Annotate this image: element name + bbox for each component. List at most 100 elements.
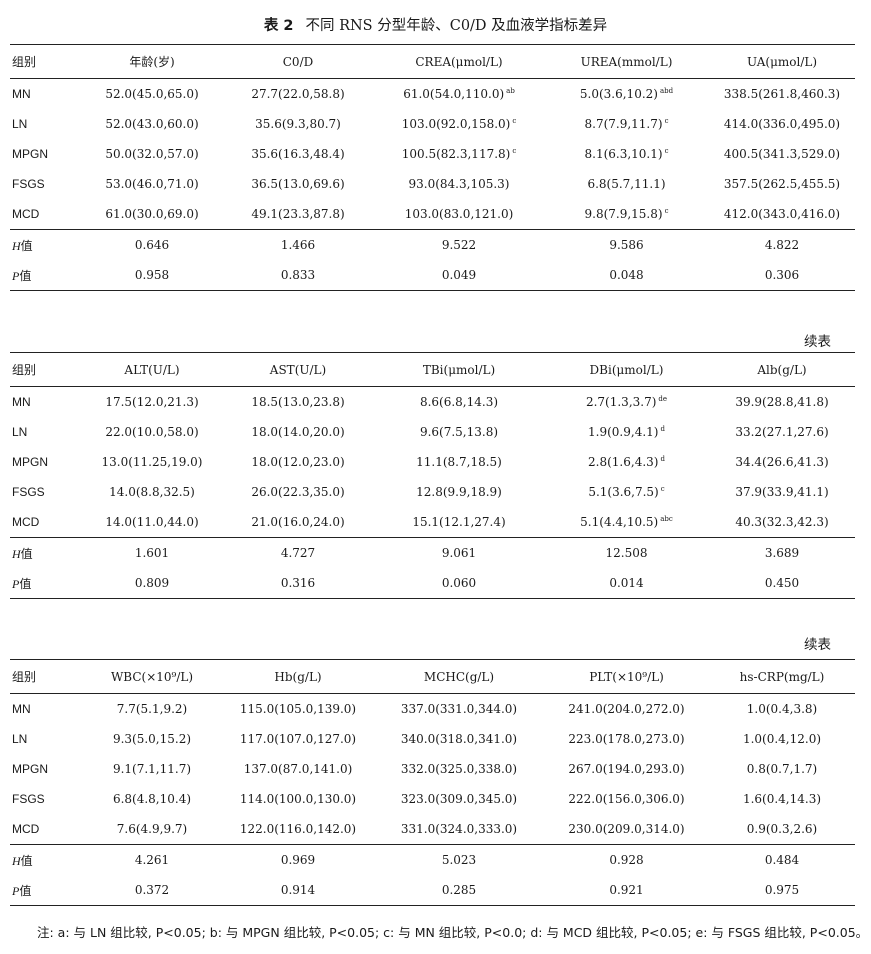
value-cell: 12.8(9.9,18.9) xyxy=(374,477,544,507)
table-number: 表 2 xyxy=(263,18,294,34)
value-cell: 52.0(43.0,60.0) xyxy=(82,109,222,139)
value-cell: 9.6(7.5,13.8) xyxy=(374,417,544,447)
value-cell: 18.5(13.0,23.8) xyxy=(222,387,374,418)
value-cell: 241.0(204.0,272.0) xyxy=(544,694,709,725)
value-cell: 2.8(1.6,4.3) d xyxy=(544,447,709,477)
value-cell: 103.0(92.0,158.0) c xyxy=(374,109,544,139)
stat-value-cell: 12.508 xyxy=(544,537,709,568)
value-text: 0.9(0.3,2.6) xyxy=(746,822,818,836)
value-text: 122.0(116.0,142.0) xyxy=(239,822,357,836)
value-cell: 61.0(54.0,110.0) ab xyxy=(374,79,544,110)
stat-value-cell: 0.975 xyxy=(764,883,800,897)
value-text: 7.6(4.9,9.7) xyxy=(116,822,188,836)
column-header: TBi(μmol/L) xyxy=(374,352,544,387)
table-row: MPGN 50.0(32.0,57.0) 35.6(16.3,48.4) 100.5(… xyxy=(10,139,855,169)
value-cell: 267.0(194.0,293.0) xyxy=(544,754,709,784)
value-text: 8.6(6.8,14.3) xyxy=(419,395,499,409)
value-text: 115.0(105.0,139.0) xyxy=(239,702,357,716)
stat-value-cell: 0.809 xyxy=(134,576,170,590)
value-cell: 37.9(33.9,41.1) xyxy=(709,477,855,507)
stat-word: 值 xyxy=(20,853,33,868)
header-row: 组别 年龄(岁) C0/D CREA(μmol/L) UREA(mmol/L) UA(μm… xyxy=(10,44,855,79)
value-cell: 5.0(3.6,10.2) abd xyxy=(544,79,709,110)
column-header-group: 组别 xyxy=(10,352,82,387)
group-name-cell: LN xyxy=(12,425,28,439)
value-text: 9.1(7.1,11.7) xyxy=(112,762,192,776)
value-cell: 412.0(343.0,416.0) xyxy=(709,199,855,230)
value-text: 137.0(87.0,141.0) xyxy=(243,762,353,776)
value-text: 5.1(4.4,10.5) xyxy=(580,515,659,529)
value-cell: 1.6(0.4,14.3) xyxy=(709,784,855,814)
value-cell: 8.7(7.9,11.7) c xyxy=(544,109,709,139)
p-stat-label: P值 xyxy=(10,260,82,291)
stat-value-cell: 4.261 xyxy=(82,844,222,875)
value-cell: 0.8(0.7,1.7) xyxy=(709,754,855,784)
value-cell: 1.9(0.9,4.1) d xyxy=(544,417,709,447)
value-text: 223.0(178.0,273.0) xyxy=(568,732,685,746)
header-row: 组别 WBC(×10⁹/L) Hb(g/L) MCHC(g/L) PLT(×10⁹/L)… xyxy=(10,659,855,694)
column-header: C0/D xyxy=(222,44,374,79)
column-header: ALT(U/L) xyxy=(82,352,222,387)
table-title: 表 2 不同 RNS 分型年龄、C0/D 及血液学指标差异 xyxy=(0,14,871,35)
value-text: 11.1(8.7,18.5) xyxy=(416,455,502,469)
column-header: MCHC(g/L) xyxy=(374,659,544,694)
table-row: LN 22.0(10.0,58.0) 18.0(14.0,20.0) 9.6(7.5,… xyxy=(10,417,855,447)
value-text: 37.9(33.9,41.1) xyxy=(735,485,829,499)
column-header: DBi(μmol/L) xyxy=(544,352,709,387)
value-cell: 11.1(8.7,18.5) xyxy=(374,447,544,477)
group-name-cell: LN xyxy=(12,117,28,131)
table-row: MPGN 13.0(11.25,19.0) 18.0(12.0,23.0) 11.1(… xyxy=(10,447,855,477)
significance-marker: d xyxy=(660,425,665,433)
value-cell: 332.0(325.0,338.0) xyxy=(374,754,544,784)
value-text: 61.0(54.0,110.0) xyxy=(403,87,505,101)
value-text: 27.7(22.0,58.8) xyxy=(251,87,345,101)
group-name-cell: MCD xyxy=(12,515,40,529)
value-cell: 1.0(0.4,12.0) xyxy=(709,724,855,754)
stat-letter: P xyxy=(12,576,20,591)
data-table-1: 组别 年龄(岁) C0/D CREA(μmol/L) UREA(mmol/L) UA(μm… xyxy=(10,44,855,291)
stat-value-cell: 0.928 xyxy=(544,844,709,875)
value-cell: 338.5(261.8,460.3) xyxy=(709,79,855,110)
h-value-row: H值 1.601 4.727 9.061 12.508 3.689 xyxy=(10,537,855,568)
stat-value-cell: 0.969 xyxy=(222,844,374,875)
value-cell: 35.6(9.3,80.7) xyxy=(222,109,374,139)
group-name-cell: FSGS xyxy=(12,177,45,191)
value-text: 331.0(324.0,333.0) xyxy=(400,822,518,836)
value-text: 241.0(204.0,272.0) xyxy=(568,702,685,716)
stat-value-cell: 0.914 xyxy=(280,883,316,897)
table-row: MCD 7.6(4.9,9.7) 122.0(116.0,142.0) 331.0(3… xyxy=(10,814,855,845)
group-name-cell: MCD xyxy=(12,822,40,836)
stat-letter: H xyxy=(12,546,21,561)
value-text: 337.0(331.0,344.0) xyxy=(400,702,518,716)
value-text: 21.0(16.0,24.0) xyxy=(251,515,345,529)
stat-word: 值 xyxy=(19,576,32,591)
value-cell: 33.2(27.1,27.6) xyxy=(709,417,855,447)
stat-value-cell: 0.958 xyxy=(134,268,170,282)
table-row: FSGS 53.0(46.0,71.0) 36.5(13.0,69.6) 93.0(8… xyxy=(10,169,855,199)
group-name-cell: MN xyxy=(12,702,31,716)
value-cell: 137.0(87.0,141.0) xyxy=(222,754,374,784)
value-cell: 9.3(5.0,15.2) xyxy=(82,724,222,754)
table-footnote: 注: a: 与 LN 组比较, P<0.05; b: 与 MPGN 组比较, P… xyxy=(37,925,869,940)
stat-value-cell: 0.833 xyxy=(280,268,316,282)
table-row: FSGS 6.8(4.8,10.4) 114.0(100.0,130.0) 323.0… xyxy=(10,784,855,814)
value-text: 103.0(92.0,158.0) xyxy=(401,117,511,131)
value-cell: 21.0(16.0,24.0) xyxy=(222,507,374,538)
value-text: 414.0(336.0,495.0) xyxy=(723,117,841,131)
significance-marker: d xyxy=(660,455,665,463)
continued-label-1: 续表 xyxy=(804,334,831,350)
value-text: 18.0(12.0,23.0) xyxy=(251,455,345,469)
value-text: 18.5(13.0,23.8) xyxy=(251,395,345,409)
stat-value-cell: 9.522 xyxy=(374,229,544,260)
value-cell: 337.0(331.0,344.0) xyxy=(374,694,544,725)
value-cell: 8.6(6.8,14.3) xyxy=(374,387,544,418)
p-value-row: P值 0.372 0.914 0.285 0.921 0.975 xyxy=(10,875,855,906)
table-row: MN 7.7(5.1,9.2) 115.0(105.0,139.0) 337.0(33… xyxy=(10,694,855,725)
stat-value-cell: 0.049 xyxy=(441,268,477,282)
stat-value-cell: 0.372 xyxy=(134,883,170,897)
table-row: MCD 14.0(11.0,44.0) 21.0(16.0,24.0) 15.1(12… xyxy=(10,507,855,538)
data-table-3: 组别 WBC(×10⁹/L) Hb(g/L) MCHC(g/L) PLT(×10⁹/L)… xyxy=(10,659,855,906)
value-cell: 7.7(5.1,9.2) xyxy=(82,694,222,725)
column-header: hs-CRP(mg/L) xyxy=(709,659,855,694)
h-stat-label: H值 xyxy=(10,537,82,568)
